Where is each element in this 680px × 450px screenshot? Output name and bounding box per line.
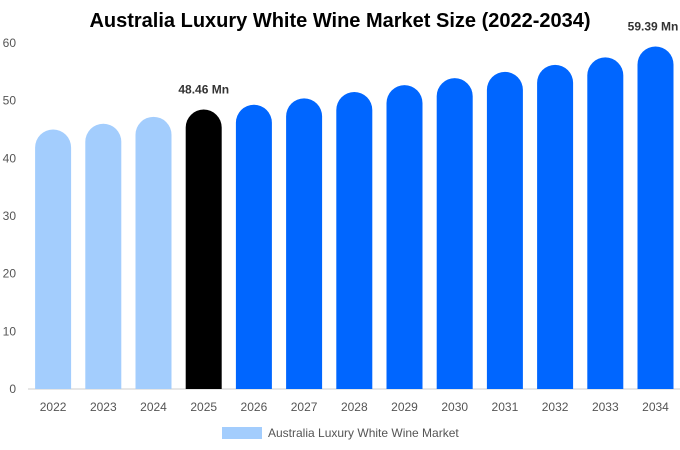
bar-2022[interactable] [35,129,72,390]
bar-2029[interactable] [386,85,423,389]
x-axis: 2022 2023 2024 2025 2026 2027 2028 2029 2030 2031… [40,400,669,414]
legend[interactable]: Australia Luxury White Wine Market [222,426,459,440]
x-tick-label: 2028 [341,400,368,414]
y-tick-label: 60 [3,36,17,50]
legend-swatch [222,427,262,439]
y-tick-label: 30 [3,209,17,223]
y-tick-label: 0 [9,382,16,396]
y-tick-label: 50 [3,94,17,108]
data-labels: 48.46 Mn 59.39 Mn [178,20,678,97]
x-tick-label: 2024 [140,400,167,414]
x-tick-label: 2022 [40,400,67,414]
bar-2033[interactable] [587,57,624,390]
bar-2025[interactable] [185,109,222,389]
y-tick-label: 20 [3,267,17,281]
x-tick-label: 2027 [291,400,318,414]
bar-2034[interactable] [637,46,674,389]
x-tick-label: 2023 [90,400,117,414]
data-label-2034: 59.39 Mn [628,20,679,34]
y-tick-label: 40 [3,151,17,165]
x-tick-label: 2032 [542,400,569,414]
bar-2028[interactable] [336,92,373,390]
bar-2026[interactable] [235,104,272,389]
x-tick-label: 2025 [190,400,217,414]
bar-2023[interactable] [85,123,122,389]
legend-label: Australia Luxury White Wine Market [268,426,459,440]
y-tick-label: 10 [3,324,17,338]
x-tick-label: 2034 [642,400,669,414]
bar-2032[interactable] [537,64,574,389]
bar-2027[interactable] [286,98,323,390]
x-tick-label: 2033 [592,400,619,414]
y-axis: 0 10 20 30 40 50 60 [3,36,17,396]
x-tick-label: 2030 [441,400,468,414]
data-label-2025: 48.46 Mn [178,83,229,97]
bar-2024[interactable] [135,116,172,389]
x-tick-label: 2026 [241,400,268,414]
x-tick-label: 2029 [391,400,418,414]
bar-2030[interactable] [436,78,473,389]
chart-title: Australia Luxury White Wine Market Size … [89,10,590,32]
bars-group [35,46,674,390]
x-tick-label: 2031 [492,400,519,414]
bar-2031[interactable] [486,71,523,390]
